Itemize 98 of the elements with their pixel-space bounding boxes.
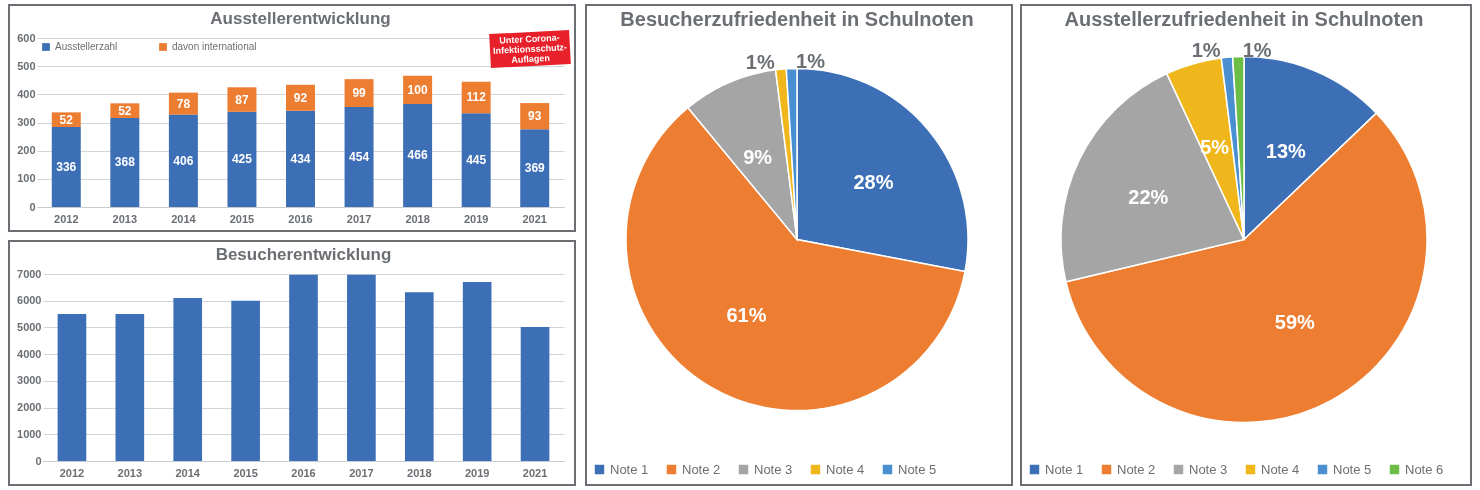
legend-label: Note 4 [1261, 461, 1300, 477]
total-label: 466 [407, 148, 428, 163]
y-tick-label: 6000 [17, 294, 42, 307]
bar [51, 127, 81, 207]
bar [462, 282, 492, 461]
chart-title: Ausstellerzufriedenheit in Schulnoten [1064, 8, 1424, 30]
bar [289, 274, 318, 461]
total-label: 434 [290, 151, 311, 166]
legend-label: Note 1 [610, 461, 649, 477]
data-label: 112 [466, 90, 487, 105]
chart-title: Ausstellerentwicklung [210, 9, 391, 28]
data-label: 5% [1200, 136, 1230, 159]
bar [403, 103, 433, 207]
data-label: 99 [352, 86, 367, 101]
legend-label: Note 1 [1045, 461, 1084, 477]
legend-label: Ausstellerzahl [55, 41, 118, 52]
legend-label: Note 3 [754, 461, 793, 477]
y-tick-label: 200 [17, 144, 36, 157]
y-tick-label: 400 [17, 87, 36, 100]
data-label: 87 [235, 92, 249, 107]
x-tick-label: 2013 [112, 212, 138, 225]
data-label: 52 [59, 112, 74, 127]
y-tick-label: 0 [29, 200, 36, 213]
total-label: 425 [231, 152, 253, 167]
bar [461, 113, 491, 207]
x-tick-label: 2014 [175, 466, 201, 479]
annotation: Unter Corona-Infektionsschutz-Auflagen [489, 29, 571, 69]
bar [344, 107, 374, 207]
data-label: 93 [528, 109, 542, 124]
bar [168, 114, 198, 207]
legend-label: Note 6 [1405, 461, 1444, 477]
total-label: 336 [56, 160, 77, 174]
legend-label: Note 5 [1333, 461, 1372, 477]
x-tick-label: 2019 [463, 212, 489, 225]
legend-label: Note 5 [898, 461, 937, 477]
data-label: 9% [743, 146, 773, 169]
x-tick-label: 2015 [233, 466, 258, 479]
chart-title: Besucherzufriedenheit in Schulnoten [620, 8, 974, 30]
bar [231, 300, 260, 461]
data-label: 1% [1242, 38, 1272, 61]
x-tick-label: 2021 [522, 212, 547, 225]
total-label: 454 [349, 150, 370, 164]
data-label: 61% [726, 303, 767, 326]
y-tick-label: 300 [17, 116, 36, 128]
total-label: 369 [524, 161, 546, 176]
bar [347, 274, 376, 461]
legend-label: davon international [172, 41, 257, 52]
y-tick-label: 3000 [17, 374, 42, 387]
x-tick-label: 2021 [522, 466, 548, 479]
y-tick-label: 1000 [17, 427, 42, 440]
bar [110, 117, 140, 207]
x-tick-label: 2017 [346, 212, 372, 225]
data-label: 1% [745, 50, 775, 73]
bar [57, 314, 87, 461]
legend-label: Note 2 [1117, 461, 1156, 477]
total-label: 445 [466, 153, 487, 168]
y-tick-label: 4000 [17, 347, 42, 360]
bar [173, 298, 203, 461]
bar [520, 129, 550, 207]
legend-label: Note 3 [1189, 461, 1228, 477]
data-label: 1% [1191, 39, 1221, 62]
x-tick-label: 2018 [405, 212, 430, 225]
legend-label: Note 4 [826, 461, 865, 477]
x-tick-label: 2015 [229, 212, 255, 225]
bar [115, 314, 145, 461]
x-tick-label: 2013 [117, 466, 143, 479]
x-tick-label: 2012 [54, 212, 79, 225]
data-label: 100 [407, 82, 428, 97]
x-tick-label: 2018 [407, 466, 432, 479]
data-label: 92 [293, 90, 308, 105]
data-label: 1% [796, 50, 826, 73]
y-tick-label: 7000 [17, 267, 42, 280]
total-label: 406 [173, 153, 194, 168]
bar [227, 111, 257, 207]
total-label: 368 [114, 155, 136, 170]
data-label: 52 [118, 103, 132, 118]
data-label: 22% [1128, 186, 1169, 209]
x-tick-label: 2019 [464, 466, 490, 479]
data-label: 78 [176, 96, 191, 111]
y-tick-label: 2000 [17, 401, 42, 414]
bar [404, 292, 434, 461]
x-tick-label: 2012 [59, 466, 85, 479]
legend-label: Note 2 [682, 461, 721, 477]
bar [286, 110, 315, 207]
data-label: 13% [1265, 140, 1307, 163]
bar [520, 326, 550, 461]
data-label: 59% [1274, 310, 1315, 333]
x-tick-label: 2016 [288, 212, 313, 225]
x-tick-label: 2017 [349, 466, 374, 479]
y-tick-label: 100 [17, 172, 36, 185]
y-tick-label: 0 [35, 454, 42, 467]
x-tick-label: 2016 [291, 466, 316, 479]
chart-title: Besucherentwicklung [215, 245, 392, 264]
y-tick-label: 600 [17, 31, 36, 44]
y-tick-label: 500 [17, 59, 36, 72]
y-tick-label: 5000 [17, 320, 42, 333]
x-tick-label: 2014 [171, 212, 197, 225]
data-label: 28% [853, 171, 894, 194]
